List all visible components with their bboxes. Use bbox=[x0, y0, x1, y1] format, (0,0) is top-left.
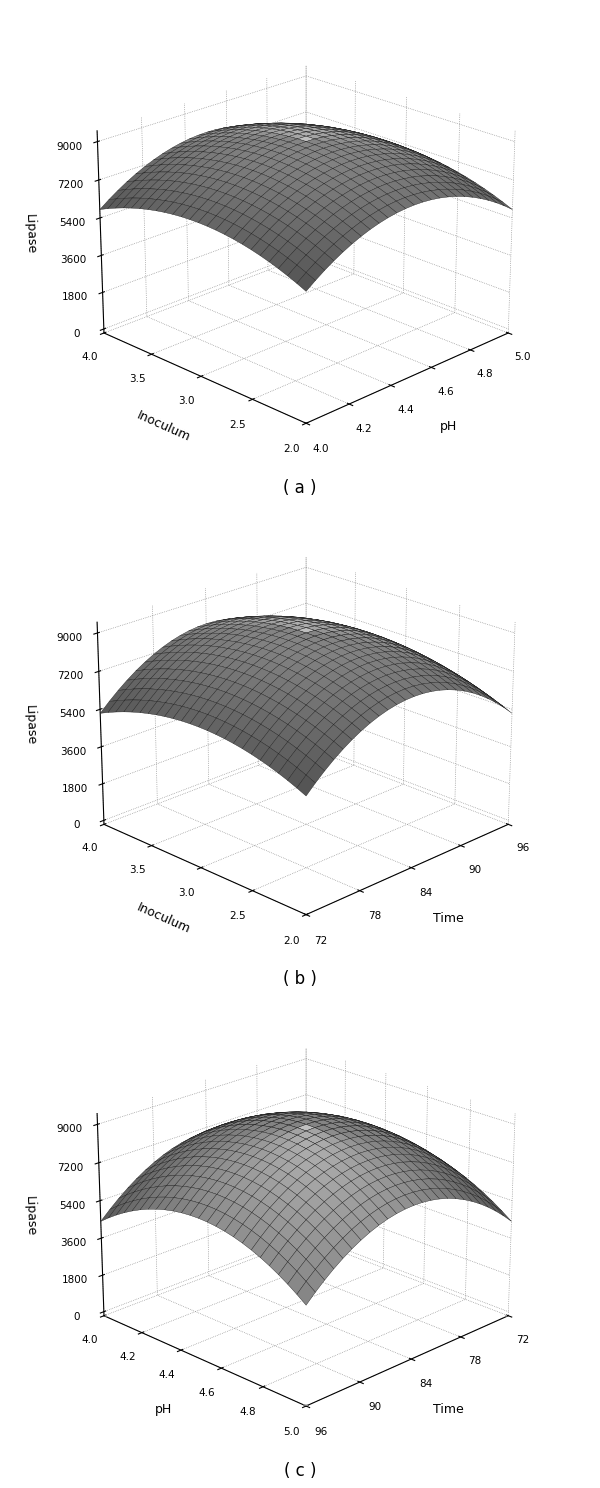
X-axis label: Time: Time bbox=[433, 1403, 464, 1417]
X-axis label: Time: Time bbox=[433, 912, 464, 924]
Text: ( b ): ( b ) bbox=[283, 970, 317, 988]
Y-axis label: Inoculum: Inoculum bbox=[135, 409, 193, 445]
Text: ( a ): ( a ) bbox=[283, 479, 317, 497]
Text: ( c ): ( c ) bbox=[284, 1461, 316, 1481]
X-axis label: pH: pH bbox=[440, 420, 457, 433]
Y-axis label: pH: pH bbox=[155, 1403, 173, 1417]
Y-axis label: Inoculum: Inoculum bbox=[135, 900, 193, 936]
